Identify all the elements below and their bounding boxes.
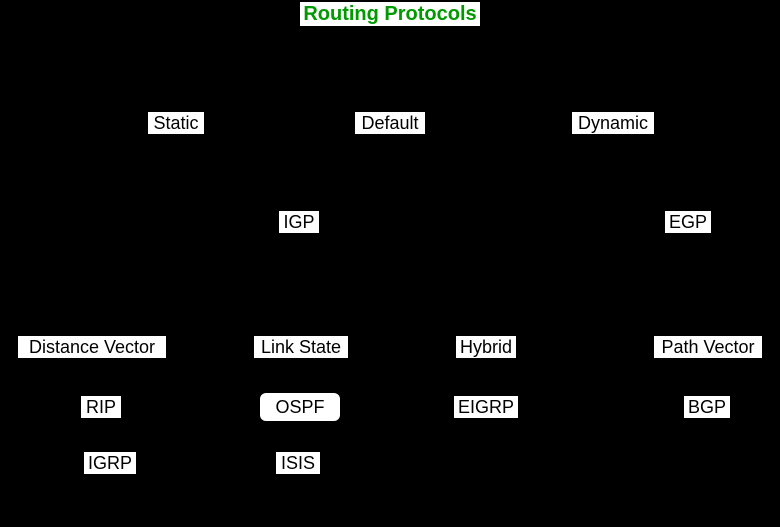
diagram-canvas: Routing Protocols Static Default Dynamic IGP…	[0, 0, 780, 527]
node-ls: Link State	[254, 336, 348, 358]
node-hybrid: Hybrid	[456, 336, 516, 358]
edge-igp-hybrid	[299, 233, 486, 336]
node-label-igp: IGP	[283, 212, 314, 233]
edge-dynamic-egp	[613, 134, 688, 211]
node-label-pv: Path Vector	[661, 337, 754, 358]
node-label-hybrid: Hybrid	[460, 337, 512, 358]
node-label-eigrp: EIGRP	[458, 397, 514, 418]
node-dynamic: Dynamic	[572, 112, 654, 134]
node-igrp: IGRP	[84, 452, 136, 474]
node-dv: Distance Vector	[18, 336, 166, 358]
node-pv: Path Vector	[654, 336, 762, 358]
node-root: Routing Protocols	[300, 2, 480, 26]
node-label-igrp: IGRP	[88, 453, 132, 474]
node-label-rip: RIP	[86, 397, 116, 418]
node-isis: ISIS	[276, 452, 320, 474]
node-eigrp: EIGRP	[454, 396, 518, 418]
node-label-static: Static	[153, 113, 198, 134]
node-label-egp: EGP	[669, 212, 707, 233]
node-label-dv: Distance Vector	[29, 337, 155, 358]
node-default: Default	[355, 112, 425, 134]
node-label-ls: Link State	[261, 337, 341, 358]
node-label-isis: ISIS	[281, 453, 315, 474]
node-label-default: Default	[361, 113, 418, 134]
node-label-ospf: OSPF	[275, 397, 324, 418]
node-label-root: Routing Protocols	[303, 3, 476, 26]
edge-root-dynamic	[390, 26, 613, 112]
node-label-dynamic: Dynamic	[578, 113, 648, 134]
node-igp: IGP	[279, 211, 319, 233]
edge-egp-pv	[688, 233, 708, 336]
node-bgp: BGP	[684, 396, 730, 418]
node-ospf: OSPF	[260, 393, 340, 421]
node-rip: RIP	[81, 396, 121, 418]
node-egp: EGP	[665, 211, 711, 233]
node-static: Static	[148, 112, 204, 134]
edge-root-static	[176, 26, 390, 112]
edge-igp-ls	[299, 233, 301, 336]
edge-pv-bgp	[707, 358, 708, 396]
node-label-bgp: BGP	[688, 397, 726, 418]
edge-dynamic-igp	[299, 134, 613, 211]
edges-layer	[0, 0, 780, 527]
edge-igp-dv	[92, 233, 299, 336]
